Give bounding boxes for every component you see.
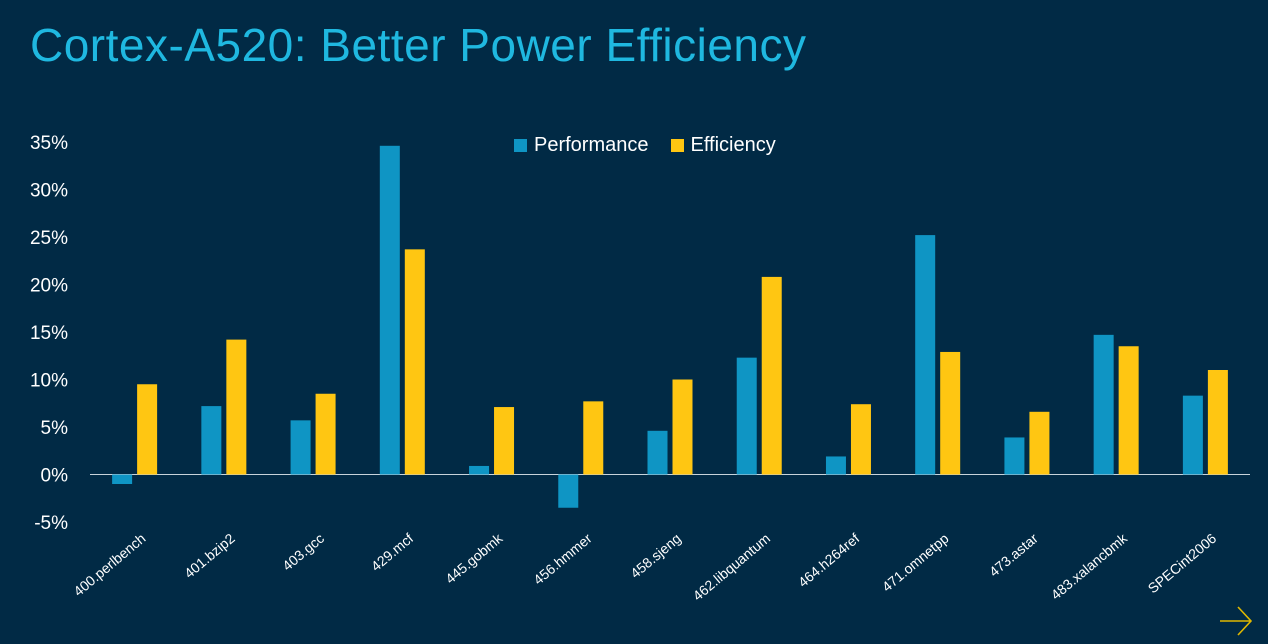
x-tick-label: 462.libquantum <box>690 530 774 604</box>
chart-legend: Performance Efficiency <box>514 134 776 157</box>
bar-efficiency-483-xalancbmk <box>1118 346 1139 475</box>
bar-efficiency-specint2006 <box>1207 370 1228 475</box>
x-tick-label: 445.gobmk <box>442 529 506 586</box>
x-tick-label: 400.perlbench <box>70 530 148 599</box>
bar-performance-429-mcf <box>379 145 400 475</box>
bar-performance-462-libquantum <box>736 357 757 475</box>
y-tick-label: 25% <box>30 228 68 249</box>
y-tick-label: -5% <box>34 513 68 534</box>
bar-efficiency-462-libquantum <box>761 276 782 475</box>
y-tick-label: 35% <box>30 133 68 154</box>
slide-title: Cortex-A520: Better Power Efficiency <box>30 19 807 71</box>
legend-item-efficiency: Efficiency <box>670 134 776 157</box>
bar-performance-400-perlbench <box>112 474 133 484</box>
x-tick-label: 429.mcf <box>368 530 417 574</box>
bar-performance-specint2006 <box>1182 395 1203 475</box>
y-tick-label: 0% <box>41 466 69 487</box>
x-tick-label: 456.hmmer <box>530 530 595 588</box>
x-tick-label: 471.omnetpp <box>879 530 952 595</box>
legend-item-performance: Performance <box>514 134 649 157</box>
x-tick-label: 464.h264ref <box>795 530 863 590</box>
legend-swatch-efficiency <box>670 139 684 152</box>
bar-efficiency-400-perlbench <box>137 384 158 475</box>
x-tick-label: 458.sjeng <box>627 530 684 581</box>
bar-performance-471-omnetpp <box>915 235 936 475</box>
bar-efficiency-471-omnetpp <box>940 351 961 475</box>
x-tick-label: 401.bzip2 <box>181 530 238 581</box>
legend-label-efficiency: Efficiency <box>690 134 776 156</box>
x-tick-label: 483.xalancbmk <box>1048 529 1131 602</box>
bar-performance-473-astar <box>1004 437 1025 475</box>
y-tick-label: 15% <box>30 323 68 344</box>
bar-efficiency-403-gcc <box>315 393 336 475</box>
bar-efficiency-401-bzip2 <box>226 339 247 475</box>
bar-performance-483-xalancbmk <box>1093 334 1114 475</box>
bar-efficiency-473-astar <box>1029 411 1050 475</box>
legend-label-performance: Performance <box>534 134 649 156</box>
legend-swatch-performance <box>514 139 527 152</box>
x-tick-label: 473.astar <box>986 530 1041 580</box>
x-tick-label: 403.gcc <box>279 530 327 574</box>
bar-performance-445-gobmk <box>469 465 490 475</box>
next-arrow-icon[interactable] <box>1216 600 1256 642</box>
bar-efficiency-464-h264ref <box>850 404 871 475</box>
bar-performance-456-hmmer <box>558 474 579 508</box>
y-tick-label: 20% <box>30 276 68 297</box>
bar-performance-403-gcc <box>290 420 311 475</box>
bar-efficiency-429-mcf <box>404 249 425 475</box>
bar-performance-458-sjeng <box>647 430 668 475</box>
y-tick-label: 5% <box>41 418 69 439</box>
bar-efficiency-445-gobmk <box>494 407 515 475</box>
bar-performance-464-h264ref <box>825 456 846 475</box>
bar-performance-401-bzip2 <box>201 406 222 475</box>
y-tick-label: 10% <box>30 371 68 392</box>
y-tick-label: 30% <box>30 181 68 202</box>
x-tick-label: SPECint2006 <box>1145 530 1220 596</box>
bar-efficiency-458-sjeng <box>672 379 693 475</box>
bar-efficiency-456-hmmer <box>583 401 604 475</box>
